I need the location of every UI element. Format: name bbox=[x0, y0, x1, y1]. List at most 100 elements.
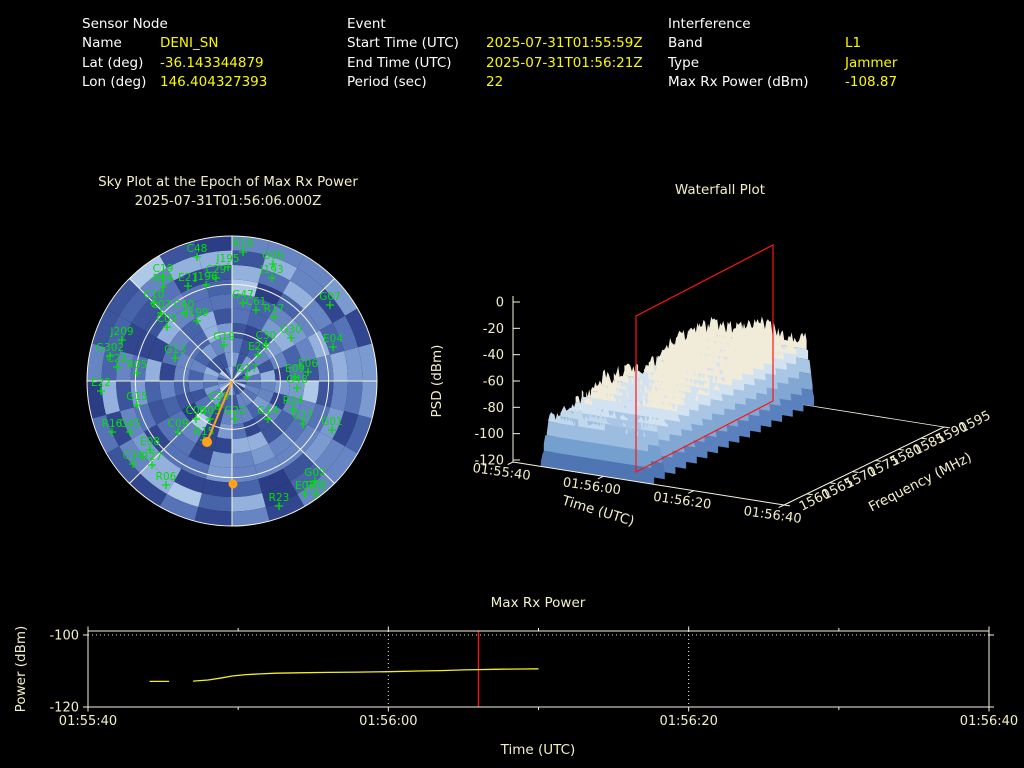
satellite-label: E06 bbox=[298, 358, 318, 370]
satellite-marker bbox=[193, 317, 201, 325]
sky-heatmap-cell bbox=[319, 407, 345, 439]
satellite-marker bbox=[193, 253, 201, 261]
sky-heatmap-cell bbox=[260, 381, 276, 393]
power-x-tick-label: 01:55:40 bbox=[59, 714, 117, 729]
jammer-position-dot bbox=[228, 479, 238, 489]
sky-heatmap-cell bbox=[239, 406, 254, 424]
frequency-axis-tick bbox=[852, 471, 859, 473]
frequency-axis-line bbox=[783, 426, 945, 506]
sky-heatmap-cell bbox=[161, 344, 182, 366]
waterfall-surface-band bbox=[647, 388, 685, 406]
sky-heatmap-cell bbox=[253, 411, 274, 432]
waterfall-surface-band bbox=[688, 398, 690, 400]
sky-heatmap-cell bbox=[149, 280, 182, 310]
sky-heatmap-cell bbox=[232, 381, 247, 385]
sky-heatmap-cell bbox=[297, 255, 335, 289]
sky-heatmap-cell bbox=[314, 439, 346, 474]
satellite-marker bbox=[174, 428, 182, 436]
satellite-label: R16 bbox=[102, 418, 123, 430]
sky-heatmap-cell bbox=[131, 298, 161, 331]
sky-heatmap-cell bbox=[189, 359, 207, 374]
sky-heatmap-cell bbox=[201, 343, 218, 361]
waterfall-surface-band bbox=[697, 388, 710, 396]
sky-heatmap-cell bbox=[174, 381, 190, 397]
waterfall-surface-band bbox=[624, 363, 635, 378]
sky-heatmap-cell bbox=[303, 431, 333, 464]
sky-heatmap-cell bbox=[118, 439, 150, 474]
satellite-marker bbox=[291, 373, 299, 381]
waterfall-surface-band bbox=[578, 417, 605, 431]
satellite-marker bbox=[224, 263, 232, 271]
satellite-marker bbox=[301, 490, 309, 498]
sky-heatmap-cell bbox=[159, 240, 199, 268]
satellite-label: G47 bbox=[232, 289, 254, 301]
satellite-label: E04 bbox=[323, 333, 343, 345]
satellite-label: G48 bbox=[286, 374, 308, 386]
sky-heatmap-cell bbox=[246, 381, 261, 389]
sky-heatmap-cell bbox=[232, 381, 236, 396]
waterfall-surface-band bbox=[569, 402, 618, 419]
satellite-label: G05 bbox=[199, 405, 221, 417]
sky-heatmap-cell bbox=[275, 442, 304, 469]
satellite-marker bbox=[118, 336, 126, 344]
waterfall-surface-band bbox=[626, 390, 629, 397]
satellite-label: R08 bbox=[306, 480, 327, 492]
sky-heatmap-cell bbox=[232, 465, 259, 483]
event-title: Event bbox=[347, 16, 386, 32]
sky-heatmap-cell bbox=[188, 381, 204, 393]
sky-heatmap-cell bbox=[190, 330, 211, 351]
satellite-label: R27 bbox=[142, 451, 163, 463]
sky-heatmap-cell bbox=[262, 339, 283, 360]
sky-heatmap-cell bbox=[105, 315, 132, 351]
sky-heatmap-cell bbox=[293, 309, 320, 338]
sky-heatmap-cell bbox=[232, 366, 240, 381]
satellite-marker bbox=[262, 340, 270, 348]
sky-heatmap-cell bbox=[294, 399, 317, 425]
sky-heatmap-cell bbox=[275, 293, 304, 320]
satellite-marker bbox=[202, 281, 210, 289]
satellite-label: G07 bbox=[319, 291, 341, 303]
sky-heatmap-cell bbox=[190, 411, 211, 432]
sky-heatmap-cell bbox=[358, 381, 377, 419]
sky-heatmap-cell bbox=[119, 323, 145, 355]
sky-heatmap-cell bbox=[344, 347, 363, 381]
satellite-marker bbox=[311, 477, 319, 485]
power-plot-data bbox=[149, 631, 539, 707]
sky-heatmap-cell bbox=[129, 473, 167, 507]
sky-heatmap-cell bbox=[211, 391, 225, 407]
sky-heatmap-cell bbox=[118, 288, 150, 323]
satellite-label: G19 bbox=[213, 331, 235, 343]
satellite-marker bbox=[159, 273, 167, 281]
satellite-label: E21 bbox=[178, 272, 198, 284]
satellite-label: E08 bbox=[140, 436, 160, 448]
satellite-label: G01 bbox=[321, 416, 343, 428]
satellite-marker bbox=[108, 428, 116, 436]
sky-heatmap-cell bbox=[232, 373, 247, 381]
sky-heatmap-cell bbox=[257, 359, 275, 374]
sky-heatmap-cell bbox=[290, 267, 325, 299]
sky-heatmap-cell bbox=[145, 358, 162, 381]
satellite-label: C30 bbox=[256, 330, 277, 342]
interference-title: Interference bbox=[668, 16, 751, 32]
satellite-marker bbox=[148, 461, 156, 469]
sky-heatmap-cell bbox=[91, 414, 119, 454]
sky-heatmap-cell bbox=[217, 373, 232, 381]
satellite-label: G14 bbox=[257, 405, 279, 417]
satellite-marker bbox=[220, 341, 228, 349]
time-tick-label: 01:55:40 bbox=[472, 461, 532, 484]
sky-heatmap-cell bbox=[243, 324, 261, 344]
waterfall-surface-band bbox=[586, 385, 616, 402]
satellite-label: G22 bbox=[224, 405, 246, 417]
satellite-marker bbox=[289, 405, 297, 413]
sensor-node-title: Sensor Node bbox=[82, 16, 168, 32]
waterfall-surface-band bbox=[637, 370, 640, 378]
sky-heatmap-cell bbox=[159, 494, 199, 522]
sky-heatmap-cell bbox=[316, 354, 334, 381]
sky-heatmap-cell bbox=[203, 324, 221, 344]
interference-power-label: Max Rx Power (dBm) bbox=[668, 73, 809, 90]
event-end-value: 2025-07-31T01:56:21Z bbox=[486, 54, 643, 71]
sky-heatmap-cell bbox=[232, 451, 255, 468]
sky-heatmap-cell bbox=[201, 265, 232, 283]
sky-heatmap-cell bbox=[282, 344, 303, 366]
satellite-label: E03 bbox=[295, 480, 315, 492]
